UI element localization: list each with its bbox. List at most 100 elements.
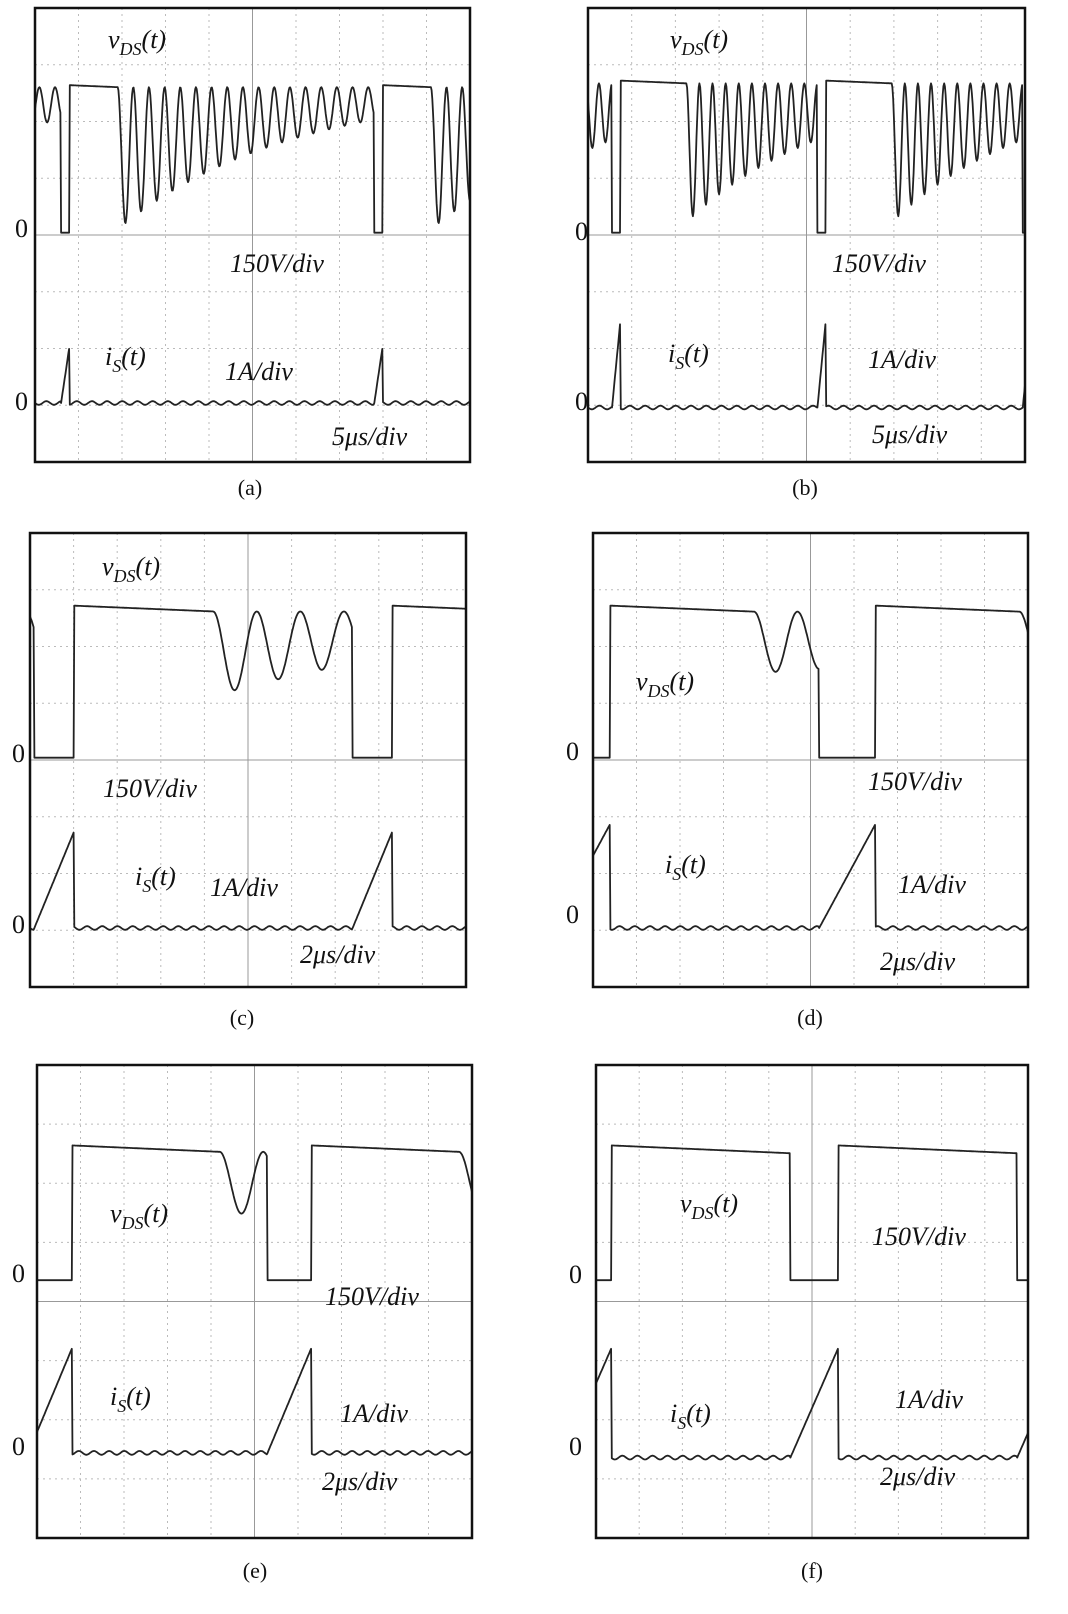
is-label-sub: S bbox=[117, 1396, 126, 1416]
zero-label: 0 bbox=[12, 739, 25, 768]
voltage-scale: 150V/div bbox=[103, 774, 197, 803]
voltage-scale: 150V/div bbox=[868, 767, 962, 796]
voltage-waveform bbox=[29, 604, 467, 759]
vds-label-tail: (t) bbox=[670, 667, 695, 696]
current-scale: 1A/div bbox=[210, 873, 278, 902]
current-waveform bbox=[36, 1347, 473, 1456]
vds-label: vDS(t) bbox=[670, 25, 728, 59]
vds-label-sub: DS bbox=[681, 39, 704, 59]
current-scale: 1A/div bbox=[868, 345, 936, 374]
vds-label-base: v bbox=[636, 667, 648, 696]
caption: (b) bbox=[792, 475, 818, 500]
voltage-scale: 150V/div bbox=[325, 1282, 419, 1311]
vds-label-tail: (t) bbox=[714, 1189, 739, 1218]
is-label-tail: (t) bbox=[686, 1399, 711, 1428]
vds-label: vDS(t) bbox=[680, 1189, 738, 1223]
scope-frame bbox=[591, 531, 1030, 989]
time-scale: 2μs/div bbox=[880, 1462, 956, 1491]
current-waveform bbox=[34, 348, 471, 406]
is-label-base: i bbox=[105, 342, 112, 371]
vds-label: vDS(t) bbox=[110, 1199, 168, 1233]
current-waveform bbox=[595, 1347, 1029, 1461]
zero-label: 0 bbox=[12, 1259, 25, 1288]
time-scale: 2μs/div bbox=[880, 947, 956, 976]
vds-label: vDS(t) bbox=[102, 552, 160, 586]
current-scale: 1A/div bbox=[340, 1399, 408, 1428]
caption: (e) bbox=[243, 1558, 267, 1583]
zero-label: 0 bbox=[566, 900, 579, 929]
current-waveform bbox=[587, 323, 1026, 411]
is-label: iS(t) bbox=[105, 342, 146, 376]
is-label-sub: S bbox=[112, 356, 121, 376]
vds-label-base: v bbox=[680, 1189, 692, 1218]
current-scale: 1A/div bbox=[225, 357, 293, 386]
voltage-scale: 150V/div bbox=[832, 249, 926, 278]
is-label-base: i bbox=[668, 339, 675, 368]
is-label-base: i bbox=[135, 862, 142, 891]
vds-label: vDS(t) bbox=[108, 25, 166, 59]
is-label-base: i bbox=[110, 1382, 117, 1411]
is-label-tail: (t) bbox=[121, 342, 146, 371]
zero-label: 0 bbox=[12, 910, 25, 939]
vds-label-base: v bbox=[108, 25, 120, 54]
is-label-tail: (t) bbox=[126, 1382, 151, 1411]
vds-label-tail: (t) bbox=[136, 552, 161, 581]
current-scale: 1A/div bbox=[895, 1385, 963, 1414]
caption: (d) bbox=[797, 1005, 823, 1030]
voltage-waveform bbox=[34, 84, 471, 234]
is-label-sub: S bbox=[675, 353, 684, 373]
is-label-tail: (t) bbox=[151, 862, 176, 891]
zero-label: 0 bbox=[575, 387, 588, 416]
zero-label: 0 bbox=[569, 1432, 582, 1461]
is-label: iS(t) bbox=[135, 862, 176, 896]
scope-frame bbox=[28, 531, 468, 989]
is-label-sub: S bbox=[672, 864, 681, 884]
is-label: iS(t) bbox=[668, 339, 709, 373]
voltage-scale: 150V/div bbox=[872, 1222, 966, 1251]
panel: vDS(t) iS(t) 150V/div 1A/div 2μs/div 0 0 (d) bbox=[566, 531, 1030, 1030]
time-scale: 2μs/div bbox=[322, 1467, 398, 1496]
is-label-base: i bbox=[665, 850, 672, 879]
vds-label-base: v bbox=[110, 1199, 122, 1228]
vds-label-sub: DS bbox=[647, 681, 670, 701]
vds-label-base: v bbox=[670, 25, 682, 54]
is-label-sub: S bbox=[142, 876, 151, 896]
zero-label: 0 bbox=[15, 214, 28, 243]
is-label-tail: (t) bbox=[684, 339, 709, 368]
is-label: iS(t) bbox=[665, 850, 706, 884]
time-scale: 2μs/div bbox=[300, 940, 376, 969]
time-scale: 5μs/div bbox=[872, 420, 948, 449]
scope-frame bbox=[586, 6, 1027, 464]
zero-label: 0 bbox=[566, 737, 579, 766]
is-label-base: i bbox=[670, 1399, 677, 1428]
zero-label: 0 bbox=[575, 217, 588, 246]
vds-label-base: v bbox=[102, 552, 114, 581]
vds-label-sub: DS bbox=[121, 1213, 144, 1233]
scope-frame bbox=[594, 1063, 1030, 1540]
vds-label-sub: DS bbox=[119, 39, 142, 59]
zero-label: 0 bbox=[569, 1260, 582, 1289]
voltage-waveform bbox=[36, 1144, 473, 1282]
voltage-scale: 150V/div bbox=[230, 249, 324, 278]
vds-label-tail: (t) bbox=[142, 25, 167, 54]
scope-frame bbox=[33, 6, 472, 464]
current-waveform bbox=[29, 831, 467, 931]
caption: (a) bbox=[238, 475, 262, 500]
vds-label-sub: DS bbox=[113, 566, 136, 586]
voltage-waveform bbox=[587, 79, 1026, 234]
caption: (c) bbox=[230, 1005, 254, 1030]
scope-frame bbox=[35, 1063, 474, 1540]
current-scale: 1A/div bbox=[898, 870, 966, 899]
voltage-waveform bbox=[592, 604, 1029, 759]
zero-label: 0 bbox=[12, 1432, 25, 1461]
is-label-sub: S bbox=[677, 1413, 686, 1433]
current-waveform bbox=[592, 824, 1029, 931]
is-label: iS(t) bbox=[670, 1399, 711, 1433]
vds-label-tail: (t) bbox=[144, 1199, 169, 1228]
